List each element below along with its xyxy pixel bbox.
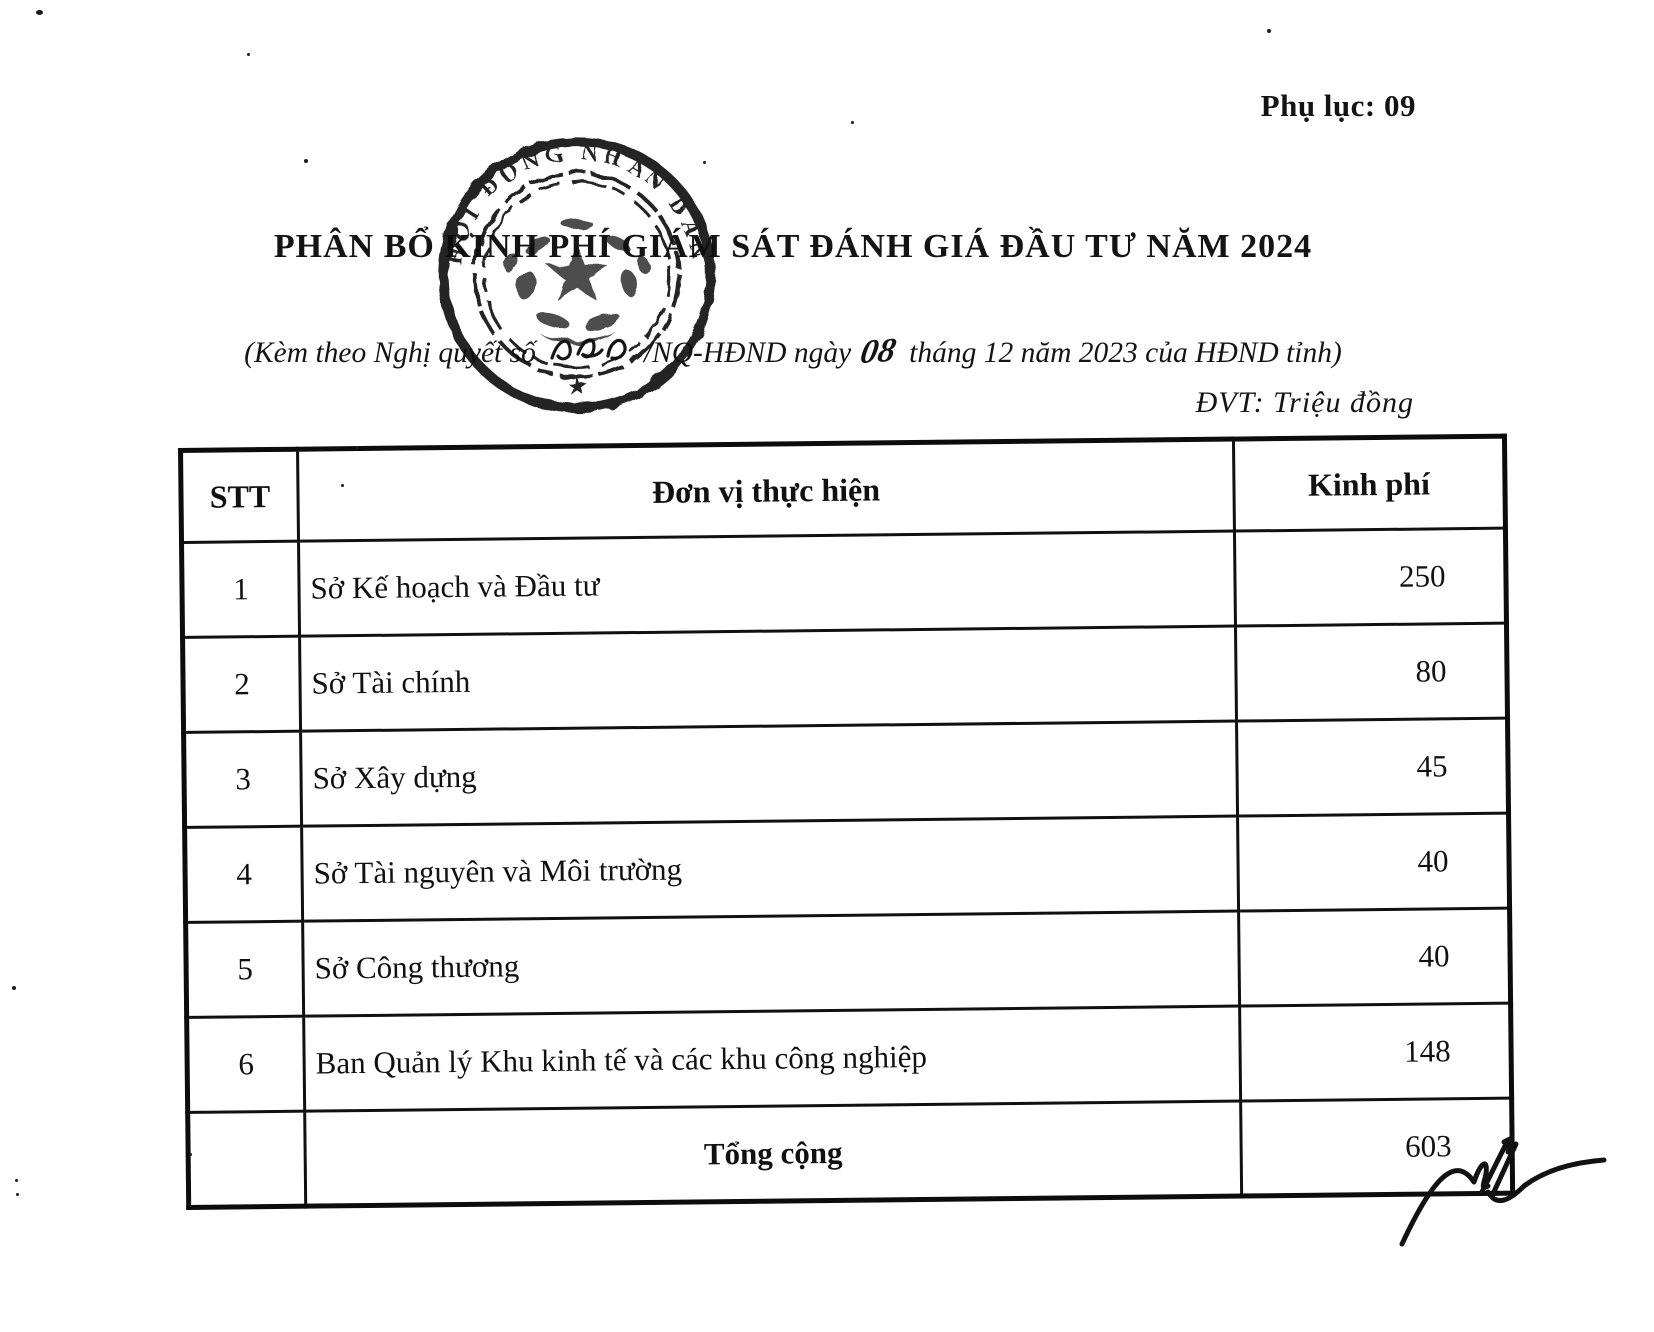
scan-speck [703, 161, 706, 164]
scan-speck [247, 53, 250, 56]
total-row: Tổng cộng 603 [187, 1098, 1513, 1208]
seal-star-icon: ★ [566, 372, 589, 401]
scan-speck [341, 484, 344, 487]
budget-cell: 250 [1234, 528, 1507, 627]
unit-cell: Sở Công thương [302, 911, 1240, 1017]
table-row: 2 Sở Tài chính 80 [182, 623, 1508, 733]
scan-speck [1267, 29, 1271, 33]
budget-cell: 40 [1238, 908, 1511, 1007]
table-row: 3 Sở Xây dựng 45 [183, 718, 1509, 828]
budget-cell: 80 [1235, 623, 1508, 722]
header-row: STT Đơn vị thực hiện Kinh phí [180, 436, 1506, 543]
table-row: 6 Ban Quản lý Khu kinh tế và các khu côn… [186, 1003, 1512, 1113]
stt-cell: 4 [184, 826, 303, 923]
total-stt-cell-empty [187, 1111, 306, 1208]
stt-cell: 1 [181, 541, 300, 638]
stt-cell: 3 [183, 731, 302, 828]
signature-flourish [1399, 1135, 1607, 1247]
col-header-budget: Kinh phí [1233, 436, 1506, 532]
subtitle-suffix: tháng 12 năm 2023 của HĐND tỉnh) [909, 337, 1342, 369]
subtitle-prefix: (Kèm theo Nghị quyết số [244, 337, 536, 369]
unit-cell: Ban Quản lý Khu kinh tế và các khu công … [303, 1006, 1241, 1112]
seal-emblem [504, 219, 651, 344]
budget-cell: 148 [1239, 1003, 1512, 1102]
scan-speck [16, 1193, 19, 1196]
table-row: 5 Sở Công thương 40 [185, 908, 1511, 1018]
col-header-unit: Đơn vị thực hiện [297, 439, 1235, 542]
col-header-stt: STT [180, 449, 299, 543]
table-row: 4 Sở Tài nguyên và Môi trường 40 [184, 813, 1510, 923]
unit-note: ĐVT: Triệu đồng [1195, 386, 1414, 419]
table-row: 1 Sở Kế hoạch và Đầu tư 250 [181, 528, 1507, 638]
scan-speck [851, 121, 854, 124]
document-title: PHÂN BỔ KINH PHÍ GIÁM SÁT ĐÁNH GIÁ ĐẦU T… [273, 228, 1313, 265]
stt-cell: 6 [186, 1016, 305, 1113]
unit-cell: Sở Kế hoạch và Đầu tư [298, 531, 1236, 637]
handwritten-day: 08 [857, 331, 899, 372]
allocation-table-wrap: STT Đơn vị thực hiện Kinh phí 1 Sở Kế ho… [178, 433, 1516, 1210]
scan-speck [12, 986, 16, 990]
seal-graphic: HỘI ĐỒNG NHÂN DÂN ★ [438, 136, 716, 414]
stt-cell: 2 [182, 636, 301, 733]
appendix-label: Phụ lục: 09 [1260, 88, 1416, 123]
scan-speck [189, 1153, 192, 1156]
unit-cell: Sở Tài chính [299, 626, 1237, 732]
unit-cell: Sở Tài nguyên và Môi trường [301, 816, 1239, 922]
scan-speck [356, 446, 359, 449]
budget-cell: 40 [1237, 813, 1510, 912]
official-seal: HỘI ĐỒNG NHÂN DÂN ★ [438, 136, 716, 414]
budget-cell: 45 [1236, 718, 1509, 817]
allocation-table: STT Đơn vị thực hiện Kinh phí 1 Sở Kế ho… [178, 433, 1516, 1210]
scan-speck [15, 1179, 18, 1182]
unit-cell: Sở Xây dựng [300, 721, 1238, 827]
stt-cell: 5 [185, 921, 304, 1018]
scan-speck [304, 159, 308, 163]
scan-speck [36, 10, 43, 15]
total-label-cell: Tổng cộng [304, 1101, 1242, 1207]
